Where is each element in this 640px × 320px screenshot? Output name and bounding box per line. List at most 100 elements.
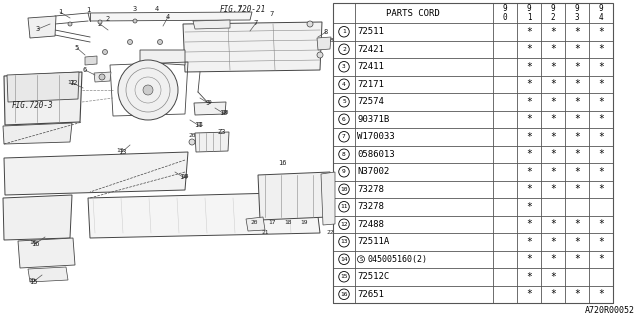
Text: 11: 11 bbox=[194, 122, 202, 128]
Text: 72511A: 72511A bbox=[357, 237, 389, 246]
Text: 10: 10 bbox=[221, 109, 228, 115]
Bar bbox=[333, 3, 613, 303]
Text: *: * bbox=[574, 289, 580, 299]
Polygon shape bbox=[88, 192, 320, 238]
Text: *: * bbox=[574, 167, 580, 177]
Text: 72421: 72421 bbox=[357, 45, 384, 54]
Text: 16: 16 bbox=[340, 292, 348, 297]
Text: 72488: 72488 bbox=[357, 220, 384, 229]
Text: *: * bbox=[598, 132, 604, 142]
Text: *: * bbox=[526, 237, 532, 247]
Text: 73278: 73278 bbox=[357, 202, 384, 211]
Text: *: * bbox=[574, 132, 580, 142]
Text: *: * bbox=[550, 272, 556, 282]
Text: 20: 20 bbox=[188, 132, 196, 138]
Text: FIG.720-21: FIG.720-21 bbox=[220, 4, 266, 13]
Circle shape bbox=[99, 74, 105, 80]
Text: 3: 3 bbox=[133, 6, 137, 12]
Text: *: * bbox=[598, 254, 604, 264]
Text: 16: 16 bbox=[29, 241, 36, 245]
Text: *: * bbox=[526, 114, 532, 124]
Circle shape bbox=[317, 52, 323, 58]
Text: *: * bbox=[598, 79, 604, 89]
Text: *: * bbox=[550, 149, 556, 159]
Polygon shape bbox=[194, 102, 226, 115]
Text: 2: 2 bbox=[98, 21, 102, 27]
Text: 15: 15 bbox=[29, 279, 37, 285]
Text: *: * bbox=[574, 62, 580, 72]
Text: 15: 15 bbox=[340, 274, 348, 279]
Text: *: * bbox=[598, 184, 604, 194]
Circle shape bbox=[102, 50, 108, 54]
Text: 13: 13 bbox=[116, 148, 124, 153]
Polygon shape bbox=[28, 267, 68, 282]
Text: 72574: 72574 bbox=[357, 97, 384, 106]
Text: *: * bbox=[598, 219, 604, 229]
Text: *: * bbox=[550, 27, 556, 37]
Text: *: * bbox=[598, 97, 604, 107]
Text: *: * bbox=[598, 44, 604, 54]
Text: *: * bbox=[526, 254, 532, 264]
Text: 7: 7 bbox=[342, 134, 346, 139]
Text: 0586013: 0586013 bbox=[357, 150, 395, 159]
Text: 9: 9 bbox=[206, 100, 210, 106]
Text: *: * bbox=[598, 62, 604, 72]
Text: 1: 1 bbox=[58, 9, 62, 15]
Text: *: * bbox=[598, 149, 604, 159]
Text: 21: 21 bbox=[261, 229, 269, 235]
Text: 18: 18 bbox=[284, 220, 292, 226]
Text: PARTS CORD: PARTS CORD bbox=[386, 9, 440, 18]
Circle shape bbox=[157, 39, 163, 44]
Text: 20: 20 bbox=[250, 220, 258, 225]
Text: 1: 1 bbox=[342, 29, 346, 34]
Text: 9
1: 9 1 bbox=[527, 4, 531, 22]
Text: 9: 9 bbox=[342, 169, 346, 174]
Text: *: * bbox=[598, 289, 604, 299]
Text: 73278: 73278 bbox=[357, 185, 384, 194]
Text: 7: 7 bbox=[238, 6, 242, 12]
Text: 2: 2 bbox=[342, 47, 346, 52]
Text: *: * bbox=[526, 289, 532, 299]
Text: *: * bbox=[550, 167, 556, 177]
Polygon shape bbox=[183, 22, 322, 72]
Text: 13: 13 bbox=[118, 149, 126, 155]
Polygon shape bbox=[3, 123, 72, 144]
Text: *: * bbox=[526, 184, 532, 194]
Text: 8: 8 bbox=[330, 37, 334, 43]
Text: *: * bbox=[598, 114, 604, 124]
Text: *: * bbox=[574, 237, 580, 247]
Text: *: * bbox=[550, 237, 556, 247]
Polygon shape bbox=[317, 37, 331, 50]
Polygon shape bbox=[85, 56, 97, 65]
Polygon shape bbox=[88, 12, 252, 21]
Text: *: * bbox=[526, 219, 532, 229]
Text: 72411: 72411 bbox=[357, 62, 384, 71]
Polygon shape bbox=[7, 72, 79, 102]
Text: *: * bbox=[574, 97, 580, 107]
Text: *: * bbox=[550, 254, 556, 264]
Text: *: * bbox=[526, 202, 532, 212]
Text: *: * bbox=[550, 97, 556, 107]
Text: *: * bbox=[550, 79, 556, 89]
Text: *: * bbox=[526, 44, 532, 54]
Circle shape bbox=[127, 39, 132, 44]
Text: *: * bbox=[574, 219, 580, 229]
Text: 15: 15 bbox=[28, 278, 36, 284]
Polygon shape bbox=[258, 172, 330, 220]
Circle shape bbox=[143, 85, 153, 95]
Text: 9
0: 9 0 bbox=[502, 4, 508, 22]
Text: 1: 1 bbox=[86, 7, 90, 13]
Text: 72511: 72511 bbox=[357, 27, 384, 36]
Text: 14: 14 bbox=[340, 257, 348, 262]
Text: *: * bbox=[574, 44, 580, 54]
Text: 17: 17 bbox=[268, 220, 276, 226]
Text: 4: 4 bbox=[155, 6, 159, 12]
Text: 22: 22 bbox=[326, 229, 333, 235]
Polygon shape bbox=[140, 50, 185, 65]
Text: *: * bbox=[526, 272, 532, 282]
Text: *: * bbox=[550, 184, 556, 194]
Text: A720R00052: A720R00052 bbox=[585, 306, 635, 315]
Polygon shape bbox=[246, 217, 265, 231]
Circle shape bbox=[118, 60, 178, 120]
Text: 72171: 72171 bbox=[357, 80, 384, 89]
